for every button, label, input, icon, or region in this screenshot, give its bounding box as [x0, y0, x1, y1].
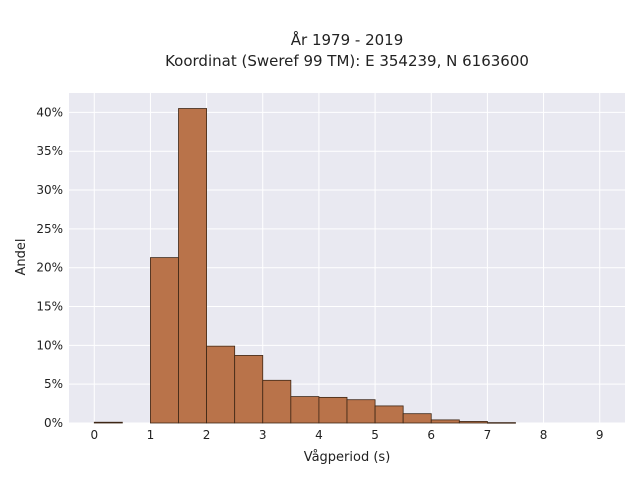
histogram-bar: [458, 421, 488, 424]
y-tick-label: 35%: [36, 144, 63, 158]
histogram-bar: [374, 405, 404, 424]
histogram-bar: [430, 419, 460, 424]
histogram-bar: [150, 257, 179, 424]
x-tick-label: 1: [147, 428, 155, 442]
histogram-bar: [290, 396, 320, 424]
x-tick-label: 0: [90, 428, 98, 442]
x-tick-label: 6: [427, 428, 435, 442]
x-tick-label: 5: [371, 428, 379, 442]
x-tick-label: 8: [540, 428, 548, 442]
histogram-bar: [178, 108, 207, 424]
y-tick-label: 30%: [36, 183, 63, 197]
histogram-bar: [93, 421, 123, 424]
histogram-bar: [346, 399, 376, 424]
histogram-bars: [93, 108, 516, 424]
x-tick-label: 4: [315, 428, 323, 442]
x-tick-label: 2: [203, 428, 211, 442]
x-tick-label: 9: [596, 428, 604, 442]
histogram-bar: [318, 396, 348, 424]
y-tick-label: 5%: [44, 377, 63, 391]
chart-title-line2: Koordinat (Sweref 99 TM): E 354239, N 61…: [165, 52, 529, 70]
x-axis-label: Vågperiod (s): [304, 450, 391, 465]
histogram-bar: [487, 422, 516, 424]
histogram-bar: [262, 379, 292, 424]
x-axis-ticks: 0 1 2 3 4 5 6 7 8 9: [90, 428, 603, 442]
y-tick-label: 0%: [44, 416, 63, 430]
y-tick-label: 15%: [36, 300, 63, 314]
x-tick-label: 7: [484, 428, 492, 442]
x-tick-label: 3: [259, 428, 267, 442]
y-axis-label: Andel: [14, 239, 29, 276]
y-axis-ticks: 0% 5% 10% 15% 20% 25% 30% 35% 40%: [36, 105, 63, 430]
y-tick-label: 25%: [36, 222, 63, 236]
histogram-bar: [206, 345, 236, 424]
histogram-bar: [234, 355, 264, 424]
y-tick-label: 40%: [36, 105, 63, 119]
histogram-bar: [402, 413, 432, 424]
chart-title-line1: År 1979 - 2019: [291, 30, 404, 49]
y-tick-label: 20%: [36, 261, 63, 275]
y-tick-label: 10%: [36, 338, 63, 352]
